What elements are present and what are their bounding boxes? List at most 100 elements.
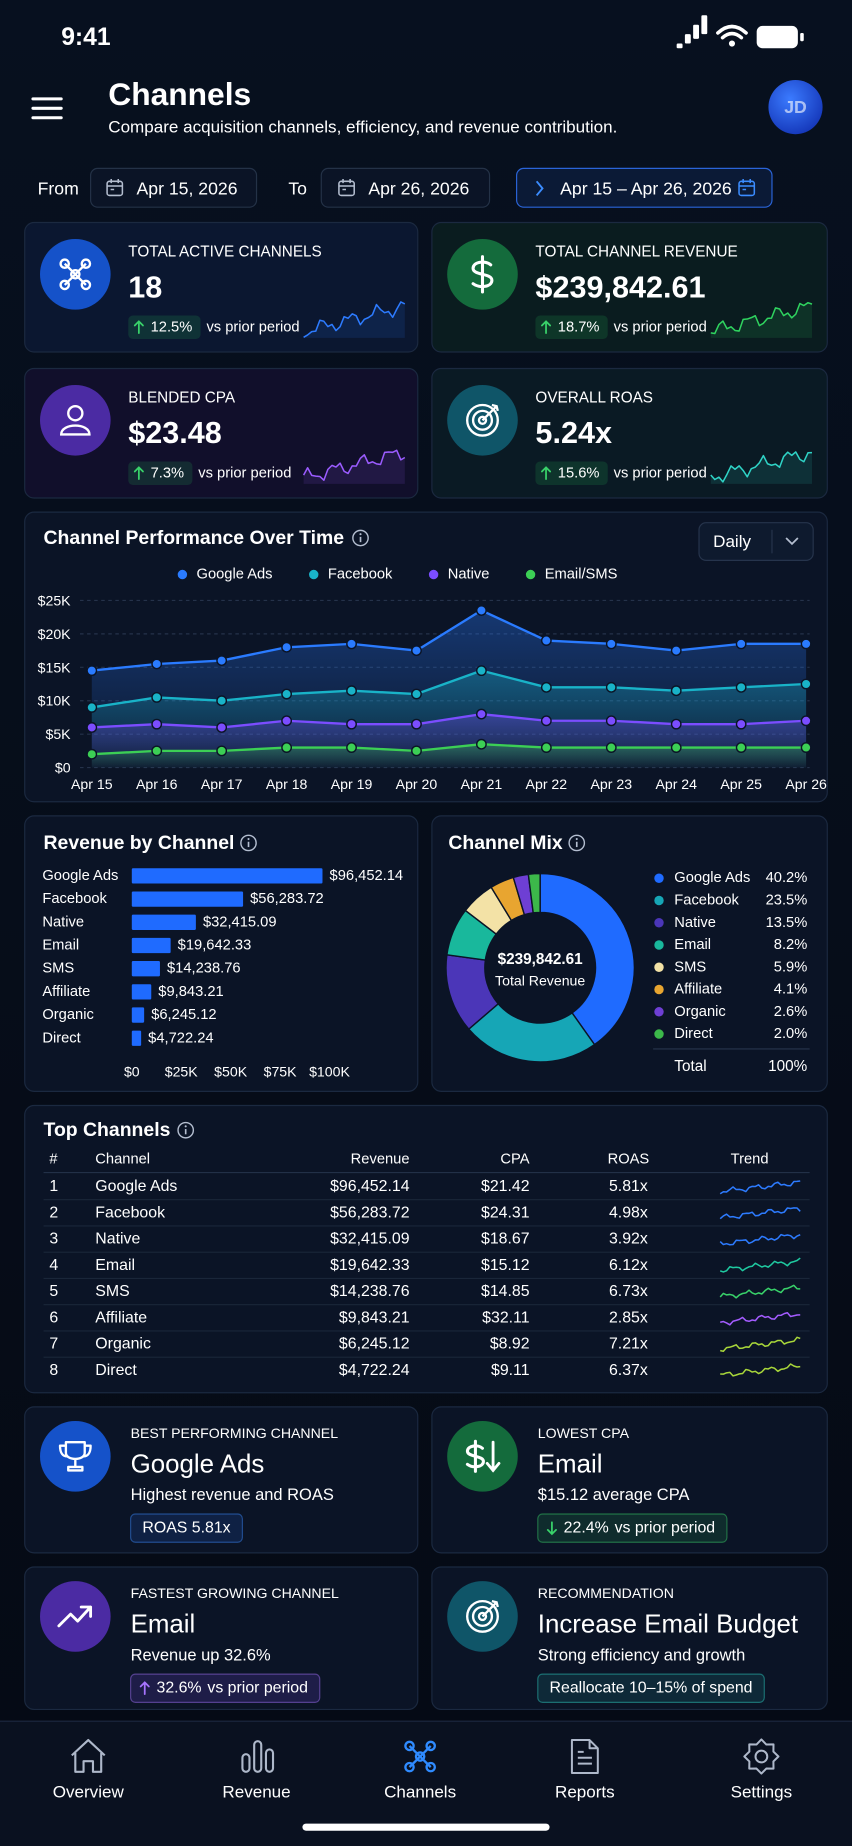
legend-label: Email/SMS	[545, 567, 618, 583]
kpi-value: $23.48	[128, 416, 222, 450]
icon	[404, 1761, 415, 1773]
arrow-icon	[541, 466, 552, 481]
column-header: Revenue	[351, 1152, 410, 1168]
data-point	[346, 638, 357, 650]
legend-dot	[654, 1029, 664, 1039]
legend-value: 4.1%	[774, 982, 808, 998]
column-header: Channel	[95, 1152, 150, 1168]
avatar[interactable]	[768, 80, 823, 135]
data-point	[605, 715, 617, 727]
nav-icon	[253, 1740, 263, 1773]
table-cell: Facebook	[95, 1204, 165, 1221]
kpi-change: 12.5%	[151, 319, 193, 335]
icon	[63, 273, 77, 286]
table-cell: $9,843.21	[339, 1309, 410, 1326]
date-range-button[interactable]	[516, 167, 773, 208]
series-line	[91, 742, 807, 756]
home-indicator	[302, 1823, 550, 1831]
card	[24, 815, 419, 1092]
legend-dot	[654, 895, 664, 906]
kpi-change-badge	[535, 461, 608, 486]
bar	[131, 984, 152, 1000]
table-cell: Direct	[95, 1362, 137, 1379]
kpi-value: 5.24x	[535, 416, 612, 450]
table-cell: SMS	[95, 1283, 129, 1300]
sparkline	[719, 1180, 801, 1195]
table-cell: $15.12	[481, 1257, 530, 1274]
calendar-icon	[338, 180, 355, 197]
data-point	[216, 745, 228, 757]
data-point	[800, 638, 812, 650]
insight-label: LOWEST CPA	[538, 1425, 630, 1441]
table-cell: $14,238.76	[330, 1283, 410, 1300]
series-line	[91, 669, 807, 709]
data-point	[151, 718, 163, 730]
date-input[interactable]	[90, 167, 258, 208]
icon	[425, 1740, 437, 1752]
legend-label: SMS	[674, 959, 706, 975]
icon	[67, 404, 84, 422]
series-line	[91, 712, 807, 729]
icon	[408, 1745, 421, 1758]
table-cell: $21.42	[481, 1178, 530, 1195]
sparkline-area	[303, 450, 405, 484]
data-point	[346, 718, 357, 730]
insight-label: BEST PERFORMING CHANNEL	[131, 1425, 339, 1441]
table-cell: $19,642.33	[330, 1257, 410, 1274]
date-to: Apr 26, 2026	[368, 178, 469, 198]
table-cell: 3	[49, 1231, 58, 1248]
arrow-icon	[133, 466, 144, 481]
table-cell: $56,283.72	[330, 1204, 410, 1221]
legend-dot	[654, 984, 664, 995]
x-tick-label: Apr 15	[71, 776, 113, 792]
data-point	[411, 745, 422, 757]
legend-label: Affiliate	[674, 982, 722, 998]
category-label: Native	[42, 914, 84, 930]
date-input[interactable]	[320, 167, 491, 208]
nav-label: Settings	[731, 1782, 793, 1801]
menu-button[interactable]	[31, 97, 63, 120]
nav-icon	[241, 1753, 251, 1773]
table-cell: Google Ads	[95, 1178, 177, 1195]
card	[24, 1566, 419, 1711]
calendar-icon	[107, 178, 123, 191]
info-icon	[184, 1125, 187, 1128]
icon	[466, 1599, 499, 1633]
x-tick-label: Apr 22	[526, 776, 568, 792]
legend-label: Native	[448, 567, 490, 583]
info-icon	[352, 529, 369, 547]
sparkline	[720, 1312, 801, 1326]
y-tick-label: $5K	[46, 726, 72, 742]
legend-dot	[654, 918, 664, 928]
icon	[63, 262, 77, 276]
arrow-icon	[541, 320, 552, 335]
table-cell: $9.11	[491, 1362, 530, 1379]
dropdown[interactable]	[698, 522, 814, 561]
table-cell: $8.92	[490, 1336, 530, 1353]
nav-label: Channels	[384, 1782, 456, 1801]
table-cell: $18.67	[481, 1231, 530, 1248]
card	[431, 1406, 828, 1554]
legend-dot	[428, 569, 439, 580]
icon	[485, 1440, 501, 1473]
table-cell: $4,722.24	[339, 1362, 410, 1379]
pie-slice	[539, 872, 635, 1046]
bar	[131, 1030, 142, 1046]
card	[24, 367, 419, 499]
icon	[471, 255, 494, 294]
data-point	[605, 681, 617, 693]
card	[431, 221, 828, 353]
battery	[756, 25, 798, 49]
legend-dot	[654, 1007, 664, 1017]
icon	[57, 1605, 93, 1628]
bar	[131, 961, 160, 977]
arrow-icon	[133, 320, 144, 335]
legend-value: 13.5%	[766, 915, 808, 931]
insight-badge-note: vs prior period	[207, 1680, 308, 1697]
icon	[80, 279, 92, 291]
table-cell: Affiliate	[95, 1309, 147, 1326]
data-point	[86, 665, 98, 677]
table-cell: 4.98x	[609, 1204, 648, 1221]
insight-badge-box	[537, 1513, 728, 1543]
insight-badge-box	[537, 1673, 765, 1703]
